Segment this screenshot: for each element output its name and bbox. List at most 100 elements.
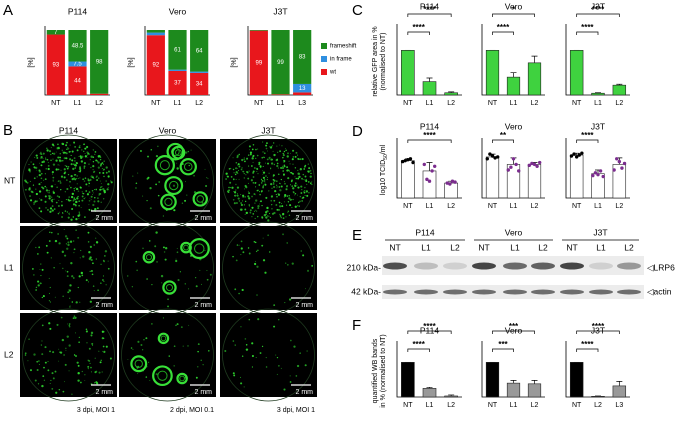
fluorescent-spot: [102, 350, 104, 352]
bar-segment: [168, 69, 187, 71]
fluorescent-spot: [92, 165, 95, 168]
fluorescent-spot: [238, 178, 240, 180]
fluorescent-spot: [234, 195, 236, 197]
data-point: [617, 159, 622, 164]
plaque: [130, 355, 148, 373]
significance-bracket: [576, 330, 620, 334]
fluorescent-spot: [225, 178, 227, 180]
bar: [401, 362, 415, 398]
fluorescent-spot: [97, 166, 100, 169]
x-tick-label: L2: [95, 100, 103, 107]
fluorescent-spot: [291, 185, 294, 187]
fluorescent-spot: [234, 288, 237, 291]
fluorescent-spot: [275, 184, 278, 186]
fluorescent-spot: [289, 381, 292, 383]
fluorescent-spot: [297, 158, 300, 161]
fluorescent-spot: [262, 151, 264, 153]
data-point: [530, 161, 534, 166]
fluorescent-spot: [272, 150, 274, 152]
fluorescent-spot: [155, 183, 158, 186]
micrograph: [20, 139, 117, 223]
fluorescent-spot: [292, 149, 295, 152]
value-label: 64: [196, 48, 203, 54]
x-tick-label: L2: [615, 203, 623, 210]
mw-marker: 210 kDa-: [347, 262, 382, 272]
fluorescent-spot: [286, 155, 289, 158]
row-label: L2: [4, 349, 14, 359]
fluorescent-spot: [43, 366, 45, 369]
fluorescent-spot: [29, 199, 33, 202]
fluorescent-spot: [265, 147, 268, 150]
legend-label: in frame: [330, 57, 352, 63]
fluorescent-spot: [69, 185, 70, 187]
fluorescent-spot: [38, 207, 41, 210]
fluorescent-spot: [79, 169, 82, 172]
fluorescent-spot: [186, 194, 188, 196]
fluorescent-spot: [96, 382, 99, 385]
fluorescent-spot: [105, 180, 107, 182]
fluorescent-spot: [70, 218, 73, 221]
fluorescent-spot: [307, 181, 310, 183]
bar: [506, 76, 521, 96]
bar: [569, 50, 584, 96]
fluorescent-spot: [287, 177, 290, 180]
fluorescent-spot: [58, 360, 60, 362]
fluorescent-spot: [48, 322, 51, 325]
fluorescent-spot: [41, 296, 43, 299]
y-axis-label: relative GFP area in %: [372, 26, 379, 96]
fluorescent-spot: [267, 219, 270, 222]
blot-band: [589, 262, 613, 270]
micrograph: [20, 226, 117, 310]
fluorescent-spot: [130, 347, 133, 349]
fluorescent-spot: [208, 350, 210, 352]
fluorescent-spot: [93, 177, 95, 179]
fluorescent-spot: [48, 277, 50, 279]
fluorescent-spot: [68, 289, 70, 291]
fluorescent-spot: [35, 289, 37, 291]
fluorescent-spot: [182, 345, 184, 347]
fluorescent-spot: [103, 350, 106, 354]
fluorescent-spot: [38, 363, 41, 365]
fluorescent-spot: [89, 159, 91, 161]
fluorescent-spot: [306, 350, 308, 352]
fluorescent-spot: [254, 202, 256, 204]
fluorescent-spot: [83, 167, 85, 169]
fluorescent-spot: [88, 359, 91, 362]
fluorescent-spot: [65, 165, 68, 168]
fluorescent-spot: [46, 149, 49, 152]
fluorescent-spot: [98, 171, 101, 174]
fluorescent-spot: [242, 251, 245, 254]
fluorescent-spot: [245, 344, 248, 346]
fluorescent-spot: [280, 166, 283, 170]
data-point: [615, 157, 619, 161]
fluorescent-spot: [78, 336, 80, 339]
column-title: Vero: [159, 125, 177, 135]
fluorescent-spot: [44, 178, 47, 181]
fluorescent-spot: [41, 353, 44, 356]
value-label: 7: [54, 30, 58, 36]
fluorescent-spot: [232, 340, 235, 342]
fluorescent-spot: [265, 366, 268, 368]
fluorescent-spot: [295, 151, 298, 154]
fluorescent-spot: [262, 171, 266, 174]
fluorescent-spot: [63, 176, 66, 179]
fluorescent-spot: [37, 280, 40, 283]
value-label: 98: [96, 59, 103, 65]
fluorescent-spot: [290, 153, 292, 154]
fluorescent-spot: [241, 158, 244, 162]
fluorescent-spot: [292, 187, 295, 190]
legend-swatch: [321, 56, 327, 62]
fluorescent-spot: [30, 190, 33, 193]
fluorescent-spot: [77, 236, 80, 239]
fluorescent-spot: [137, 340, 140, 343]
fluorescent-spot: [126, 275, 129, 277]
error-bar: [510, 72, 517, 78]
fluorescent-spot: [176, 248, 178, 249]
fluorescent-spot: [103, 261, 105, 263]
fluorescent-spot: [266, 178, 268, 181]
fluorescent-spot: [91, 194, 93, 195]
blot-band: [617, 289, 641, 295]
fluorescent-spot: [85, 279, 88, 282]
fluorescent-spot: [278, 208, 280, 211]
fluorescent-spot: [266, 176, 268, 179]
